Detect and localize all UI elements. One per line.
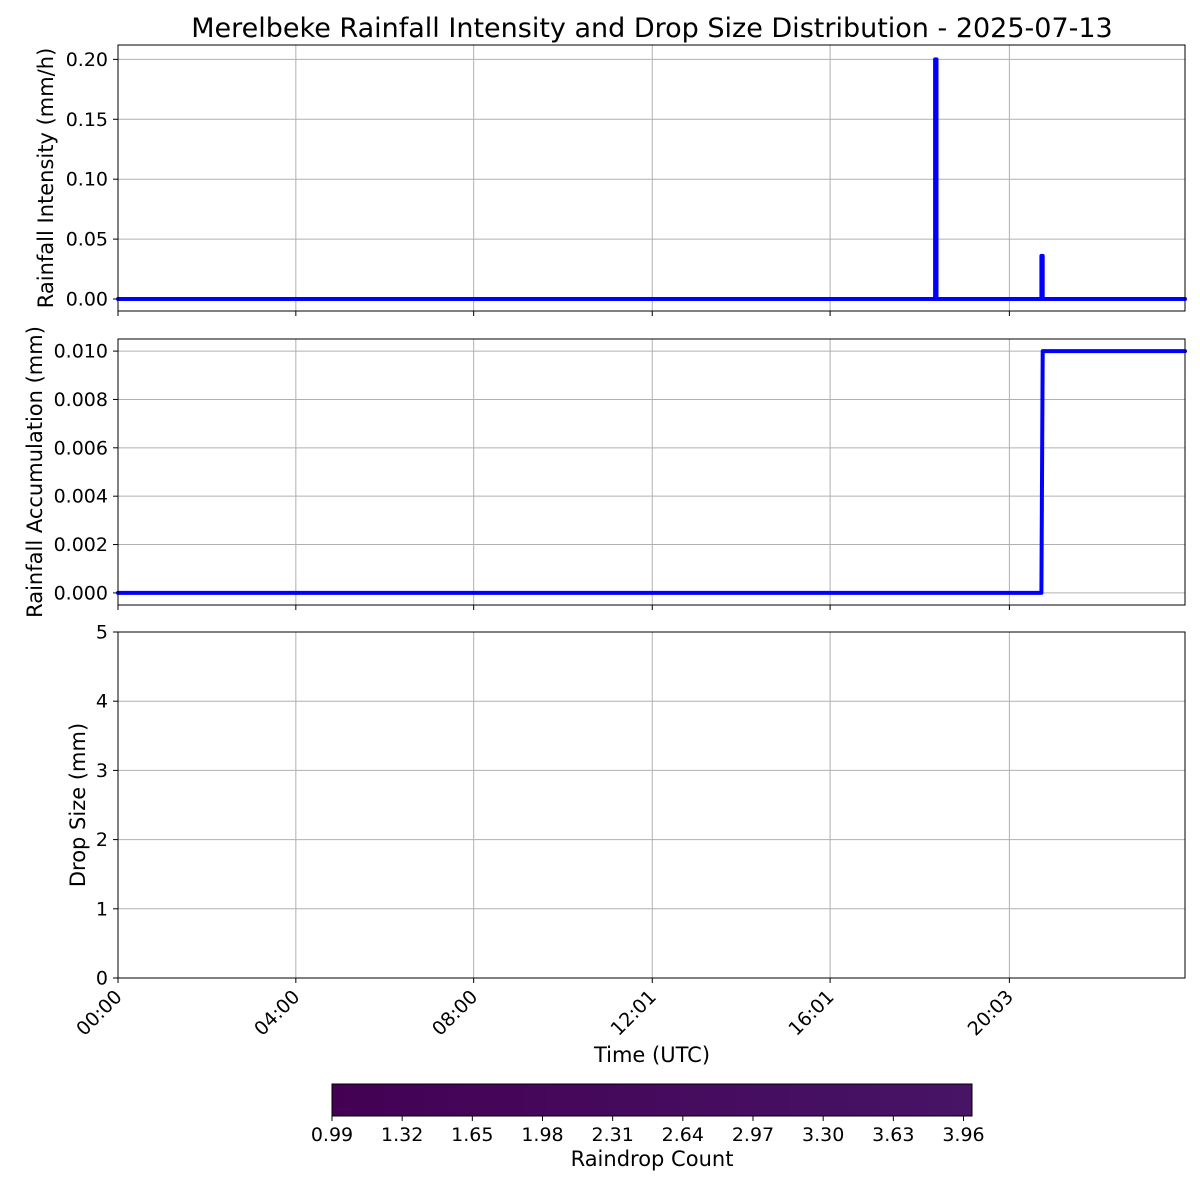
colorbar-tick-label-1: 1.32	[381, 1124, 423, 1146]
colorbar-label: Raindrop Count	[571, 1147, 734, 1171]
accumulation-ytick-label-4: 0.008	[54, 389, 108, 411]
intensity-plot-area	[118, 45, 1185, 311]
xtick-label-2: 08:00	[428, 986, 482, 1040]
accumulation-series-line-0	[116, 349, 1187, 595]
drop-size-ytick-label-2: 2	[96, 829, 108, 851]
figure-title: Merelbeke Rainfall Intensity and Drop Si…	[191, 13, 1112, 44]
intensity-ytick-label-2: 0.10	[66, 169, 108, 191]
intensity-ytick-label-0: 0.00	[66, 289, 108, 311]
colorbar-tick-label-0: 0.99	[311, 1124, 353, 1146]
drop-size-plot-area	[118, 632, 1185, 978]
colorbar-tick-label-6: 2.97	[732, 1124, 774, 1146]
xtick-label-3: 12:01	[607, 986, 661, 1040]
intensity-ylabel: Rainfall Intensity (mm/h)	[34, 48, 58, 309]
intensity-panel: Rainfall Intensity (mm/h) 0.00 0.05 0.10 0.…	[34, 44, 1187, 316]
intensity-series-line-0	[116, 57, 1187, 301]
accumulation-panel: Rainfall Accumulation (mm) 0.000 0.002 0.0…	[23, 326, 1187, 618]
colorbar-tick-label-9: 3.96	[942, 1124, 984, 1146]
intensity-ytick-label-1: 0.05	[66, 229, 108, 251]
accumulation-ytick-label-3: 0.006	[54, 437, 108, 459]
accumulation-ytick-label-5: 0.010	[54, 341, 108, 363]
accumulation-ytick-label-0: 0.000	[54, 582, 108, 604]
drop-size-ytick-label-1: 1	[96, 898, 108, 920]
xtick-label-1: 04:00	[250, 986, 304, 1040]
accumulation-ytick-label-2: 0.004	[54, 486, 108, 508]
xtick-label-0: 00:00	[72, 986, 126, 1040]
accumulation-ylabel: Rainfall Accumulation (mm)	[23, 326, 47, 618]
drop-size-axes-frame	[117, 631, 1186, 979]
drop-size-ytick-label-0: 0	[96, 968, 108, 990]
colorbar-gradient	[331, 1083, 973, 1117]
accumulation-axes-frame	[117, 338, 1186, 606]
time-axis-label: Time (UTC)	[593, 1043, 710, 1067]
colorbar-tick-label-7: 3.30	[802, 1124, 844, 1146]
accumulation-ytick-label-1: 0.002	[54, 534, 108, 556]
drop-size-ytick-label-4: 4	[96, 691, 108, 713]
xtick-label-4: 16:01	[784, 986, 838, 1040]
drop-size-panel: Drop Size (mm) 00:00 04:00 08:00 12:01 16:01…	[66, 622, 1186, 1040]
drop-size-ytick-label-5: 5	[96, 622, 108, 644]
colorbar-tick-label-4: 2.31	[592, 1124, 634, 1146]
colorbar-tick-label-5: 2.64	[662, 1124, 704, 1146]
colorbar-tick-label-8: 3.63	[872, 1124, 914, 1146]
colorbar-tick-label-2: 1.65	[451, 1124, 493, 1146]
xtick-label-5: 20:03	[964, 986, 1018, 1040]
colorbar: Raindrop Count 0.99 1.32 1.65 1.98 2.31 2.64 2…	[311, 1083, 985, 1171]
colorbar-tick-label-3: 1.98	[521, 1124, 563, 1146]
drop-size-ylabel: Drop Size (mm)	[66, 723, 90, 887]
intensity-ytick-label-3: 0.15	[66, 109, 108, 131]
intensity-axes-frame	[117, 44, 1186, 312]
drop-size-ytick-label-3: 3	[96, 760, 108, 782]
intensity-ytick-label-4: 0.20	[66, 49, 108, 71]
accumulation-plot-area	[118, 339, 1185, 605]
